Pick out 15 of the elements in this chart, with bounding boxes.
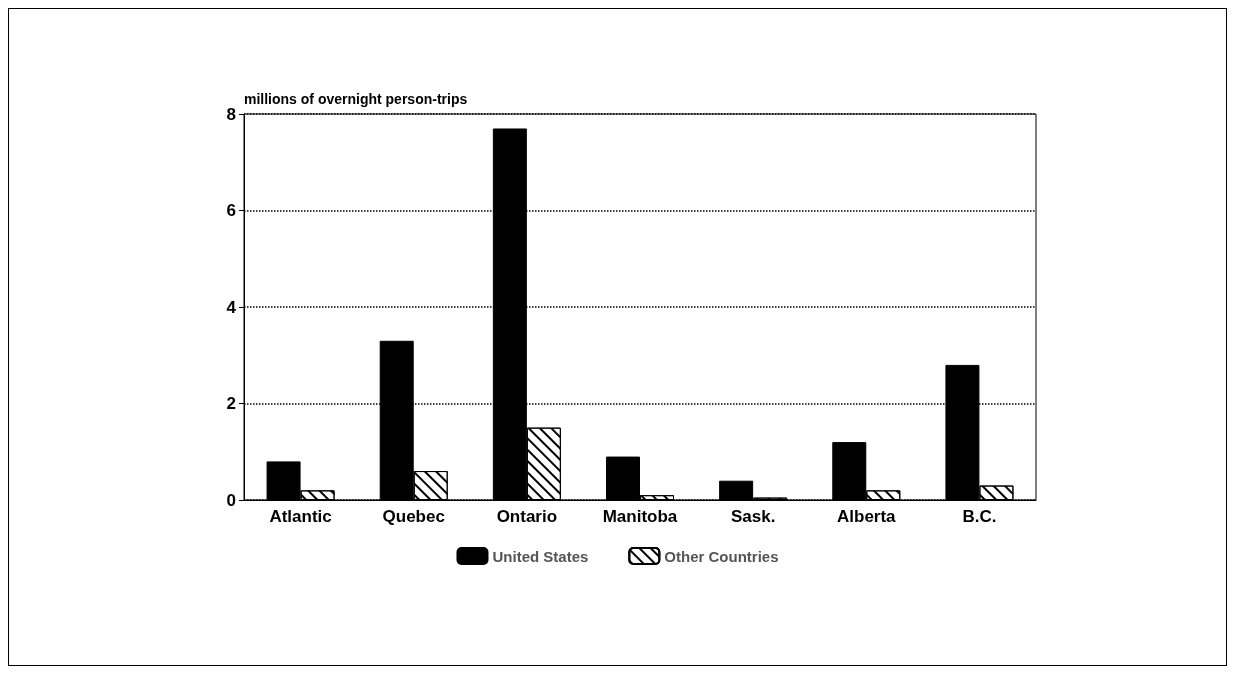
x-tick-label: Manitoba (602, 507, 678, 526)
x-tick-label: Sask. (730, 507, 776, 526)
x-tick-label: Atlantic (269, 507, 332, 526)
y-tick-label: 2 (226, 394, 236, 413)
y-axis-title: millions of overnight person-trips (244, 91, 468, 107)
x-tick-label: Quebec (382, 507, 445, 526)
x-tick-label: B.C. (962, 507, 997, 526)
y-tick-label: 8 (226, 104, 236, 124)
y-tick-label: 6 (226, 201, 236, 220)
y-tick-label: 0 (226, 490, 236, 510)
x-tick-label: Alberta (837, 507, 897, 526)
y-tick-label: 4 (226, 297, 237, 317)
x-tick-label: Ontario (496, 507, 558, 526)
legend-label: Other Countries (664, 547, 779, 565)
legend-label: United States (492, 547, 589, 565)
